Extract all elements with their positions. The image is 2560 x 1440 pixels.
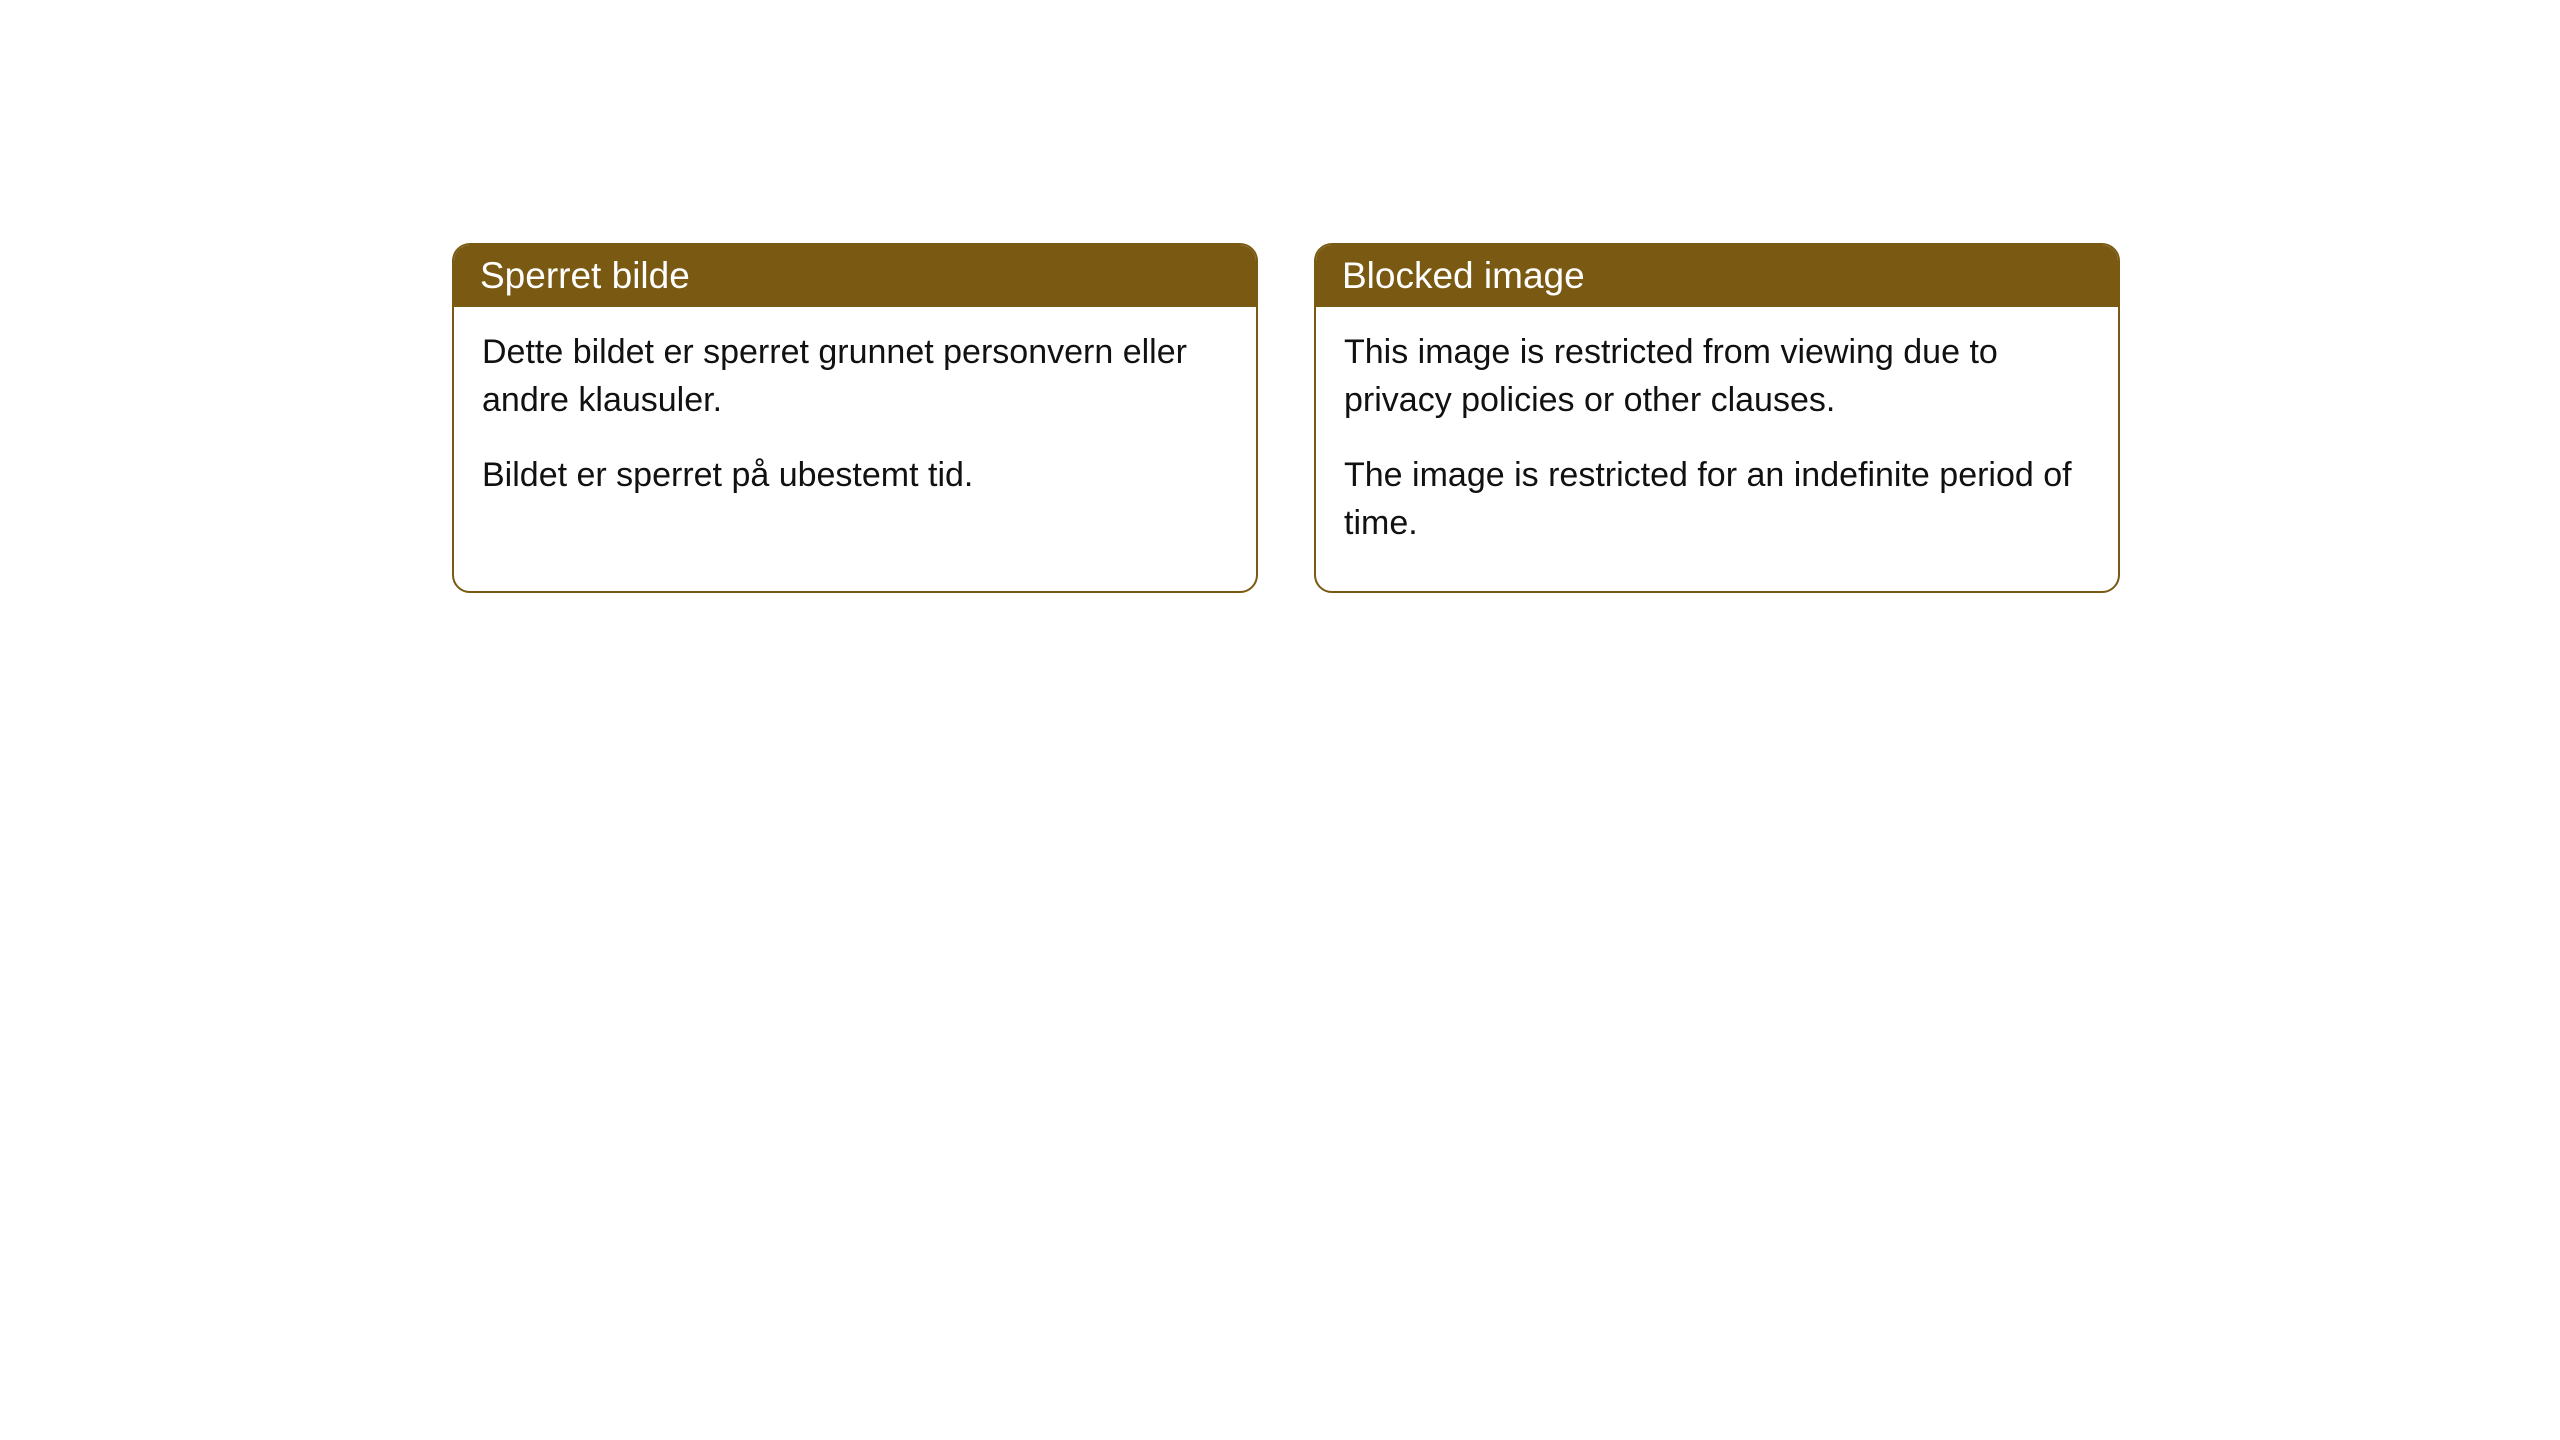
notice-cards-container: Sperret bilde Dette bildet er sperret gr… (452, 243, 2120, 593)
card-paragraph: This image is restricted from viewing du… (1344, 329, 2090, 424)
card-body: Dette bildet er sperret grunnet personve… (454, 307, 1256, 544)
card-title: Blocked image (1342, 255, 1585, 296)
card-title: Sperret bilde (480, 255, 690, 296)
card-paragraph: The image is restricted for an indefinit… (1344, 452, 2090, 547)
card-paragraph: Dette bildet er sperret grunnet personve… (482, 329, 1228, 424)
card-paragraph: Bildet er sperret på ubestemt tid. (482, 452, 1228, 500)
card-header: Blocked image (1316, 245, 2118, 307)
card-header: Sperret bilde (454, 245, 1256, 307)
card-body: This image is restricted from viewing du… (1316, 307, 2118, 591)
notice-card-norwegian: Sperret bilde Dette bildet er sperret gr… (452, 243, 1258, 593)
notice-card-english: Blocked image This image is restricted f… (1314, 243, 2120, 593)
